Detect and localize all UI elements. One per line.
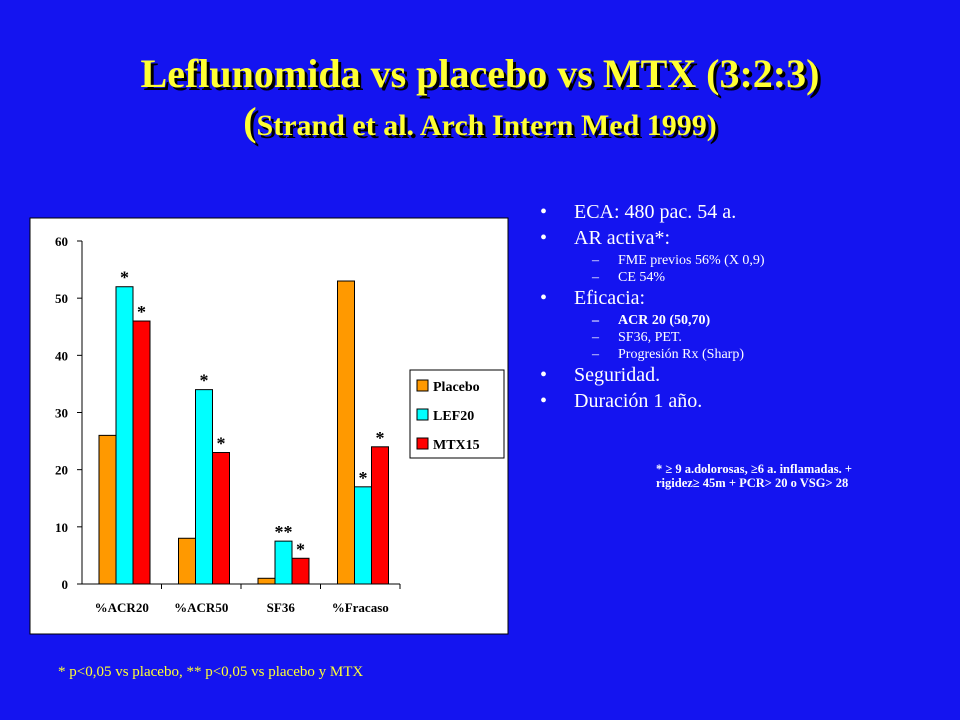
bullet-item: • Eficacia: bbox=[540, 286, 950, 310]
significance-marker: * bbox=[137, 302, 146, 322]
bullet-text: Eficacia: bbox=[574, 287, 646, 309]
bar-placebo-0 bbox=[98, 434, 117, 585]
bullet-text: Seguridad. bbox=[574, 364, 661, 386]
y-tick-label: 10 bbox=[55, 520, 68, 535]
criteria-note: * ≥ 9 a.dolorosas, ≥6 a. inflamadas. + r… bbox=[656, 462, 956, 490]
bullet-list: • ECA: 480 pac. 54 a. • AR activa*: – FME pre… bbox=[540, 200, 950, 415]
x-tick-label: %Fracaso bbox=[332, 600, 389, 615]
sub-bullet-marker: – bbox=[592, 313, 599, 328]
legend-swatch-lef20 bbox=[416, 408, 429, 421]
bullet-text: Duración 1 año. bbox=[574, 390, 703, 412]
sub-bullet-marker: – bbox=[592, 253, 599, 268]
sub-bullet-text: CE 54% bbox=[618, 270, 666, 285]
criteria-note-line1: * ≥ 9 a.dolorosas, ≥6 a. inflamadas. + bbox=[656, 462, 852, 476]
x-tick-label: SF36 bbox=[267, 600, 296, 615]
sub-bullet-item: – FME previos 56% (X 0,9) bbox=[540, 252, 950, 269]
bullet-text: AR activa*: bbox=[574, 227, 671, 249]
bullet-marker: • bbox=[540, 364, 548, 386]
bullet-item: • ECA: 480 pac. 54 a. bbox=[540, 200, 950, 224]
subtitle-citation: Strand et al. Arch Intern Med 1999) bbox=[256, 109, 717, 142]
slide-subtitle: (Strand et al. Arch Intern Med 1999) bbox=[0, 98, 960, 145]
bullet-item: • AR activa*: bbox=[540, 226, 950, 250]
sub-bullet-item: – CE 54% bbox=[540, 269, 950, 286]
subtitle-open-paren: ( bbox=[243, 99, 257, 144]
y-tick-label: 30 bbox=[55, 406, 68, 421]
y-tick-label: 60 bbox=[55, 234, 68, 249]
criteria-note-line2: rigidez≥ 45m + PCR> 20 o VSG> 28 bbox=[656, 476, 849, 490]
bar-placebo-1 bbox=[178, 537, 196, 585]
sub-bullet-marker: – bbox=[592, 330, 599, 345]
bar-placebo-2 bbox=[257, 577, 276, 585]
y-tick-label: 20 bbox=[55, 463, 68, 478]
bullet-item: • Duración 1 año. bbox=[540, 389, 950, 413]
bar-mtx15-0 bbox=[132, 320, 151, 585]
bar-lef20-0 bbox=[115, 286, 134, 585]
bullet-text: ECA: 480 pac. 54 a. bbox=[574, 201, 737, 223]
bar-mtx15-2 bbox=[291, 557, 310, 585]
significance-marker: * bbox=[359, 468, 368, 488]
sub-bullet-text: ACR 20 (50,70) bbox=[618, 313, 711, 328]
bar-mtx15-1 bbox=[212, 452, 230, 585]
x-tick-label: %ACR20 bbox=[95, 600, 149, 615]
significance-marker: * bbox=[200, 371, 209, 391]
legend-label-lef20: LEF20 bbox=[433, 409, 474, 424]
bar-lef20-1 bbox=[195, 389, 213, 585]
legend-label-placebo: Placebo bbox=[433, 380, 480, 395]
sub-bullet-item: – Progresión Rx (Sharp) bbox=[540, 346, 950, 363]
x-tick-label: %ACR50 bbox=[174, 600, 228, 615]
y-tick-label: 40 bbox=[55, 348, 68, 363]
sub-bullet-text: SF36, PET. bbox=[618, 330, 682, 345]
bullet-marker: • bbox=[540, 287, 548, 309]
sub-bullet-item: – SF36, PET. bbox=[540, 329, 950, 346]
significance-footnote: * p<0,05 vs placebo, ** p<0,05 vs placeb… bbox=[58, 664, 364, 680]
legend-label-mtx15: MTX15 bbox=[433, 438, 480, 453]
sub-bullet-item: – ACR 20 (50,70) bbox=[540, 312, 950, 329]
legend-swatch-mtx15 bbox=[416, 437, 429, 450]
sub-bullet-marker: – bbox=[592, 347, 599, 362]
y-tick-label: 0 bbox=[62, 577, 69, 592]
sub-bullet-marker: – bbox=[592, 270, 599, 285]
bar-lef20-3 bbox=[354, 486, 372, 585]
bar-placebo-3 bbox=[337, 280, 355, 585]
legend-swatch-placebo bbox=[416, 379, 429, 392]
slide-title: Leflunomida vs placebo vs MTX (3:2:3) bbox=[140, 51, 820, 96]
bullet-marker: • bbox=[540, 390, 548, 412]
significance-marker: * bbox=[217, 434, 226, 454]
sub-bullet-text: Progresión Rx (Sharp) bbox=[618, 347, 744, 362]
sub-bullet-text: FME previos 56% (X 0,9) bbox=[618, 253, 765, 268]
bullet-marker: • bbox=[540, 201, 548, 223]
bullet-item: • Seguridad. bbox=[540, 363, 950, 387]
bar-mtx15-3 bbox=[371, 446, 389, 585]
significance-marker: ** bbox=[275, 522, 293, 542]
bar-lef20-2 bbox=[274, 540, 293, 585]
significance-marker: * bbox=[296, 539, 305, 559]
y-tick-label: 50 bbox=[55, 291, 68, 306]
significance-marker: * bbox=[120, 268, 129, 288]
bullet-marker: • bbox=[540, 227, 548, 249]
significance-marker: * bbox=[376, 428, 385, 448]
